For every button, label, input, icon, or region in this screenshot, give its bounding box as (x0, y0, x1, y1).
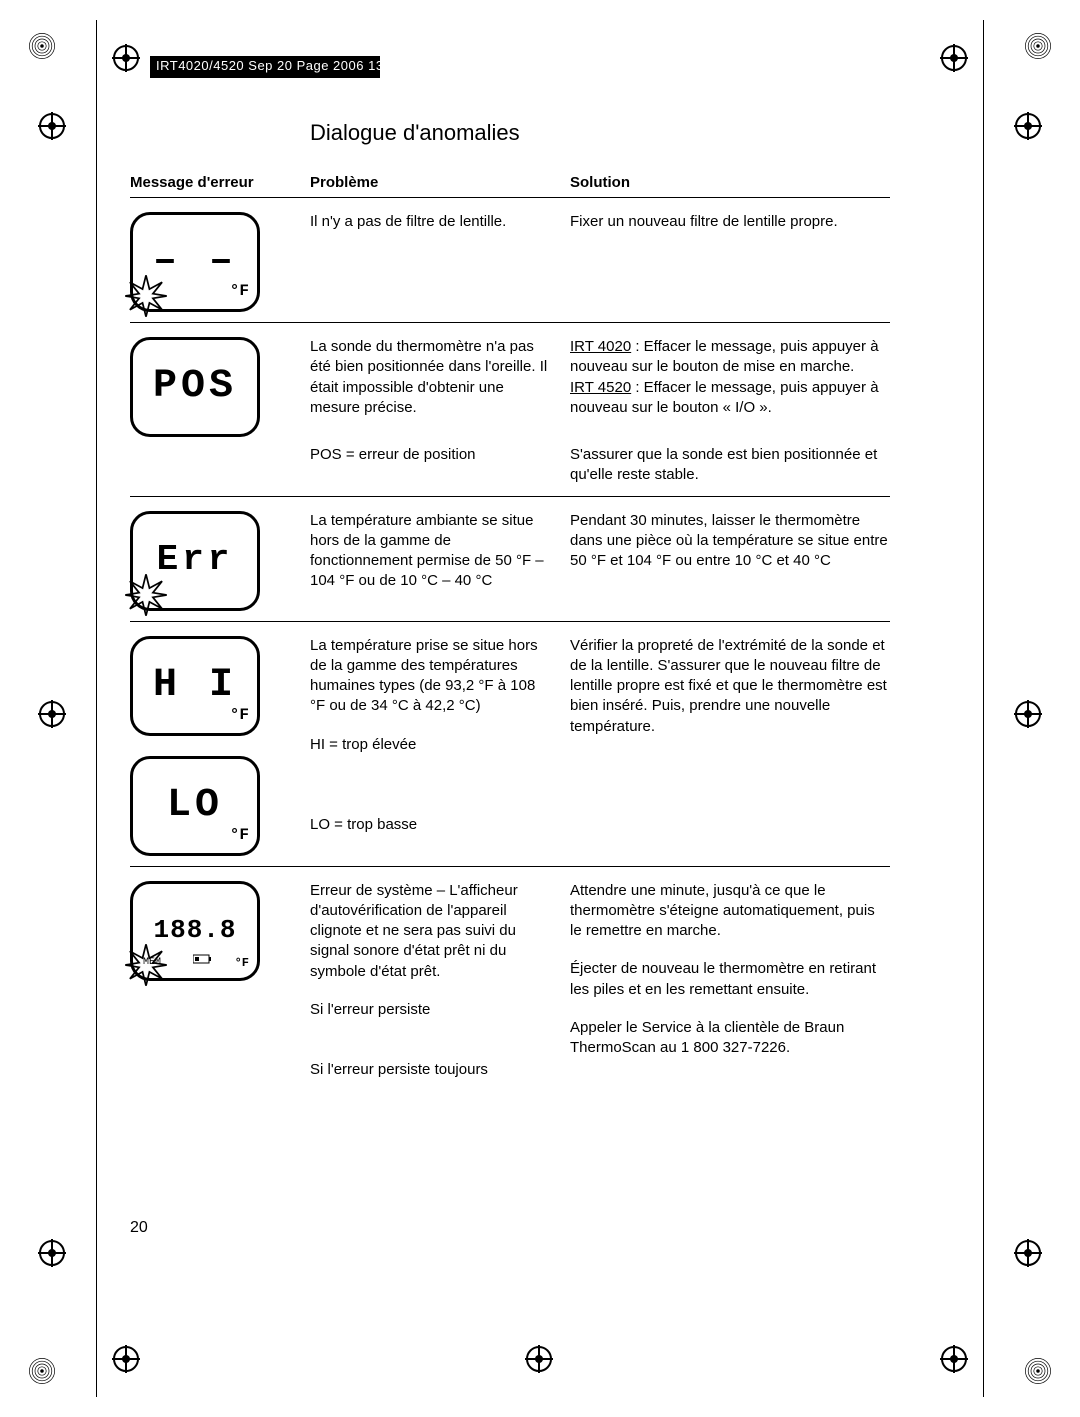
error-row: 188.8 MEM °F Erreur de système – L'affic… (130, 877, 890, 1085)
reg-target-icon (28, 1357, 56, 1385)
column-headers: Message d'erreur Problème Solution (130, 174, 890, 191)
trim-line (983, 20, 984, 1397)
error-row: POS La sonde du thermomètre n'a pas été … (130, 333, 890, 441)
page-content: Dialogue d'anomalies Message d'erreur Pr… (130, 120, 890, 1084)
flash-icon (123, 942, 169, 988)
solution-text: Vérifier la propreté de l'extrémité de l… (570, 636, 890, 737)
solution-text: S'assurer que la sonde est bien position… (570, 445, 890, 486)
lcd-display-icon: – – °F (130, 212, 260, 312)
solution-text: Pendant 30 minutes, laisser le thermomèt… (570, 511, 890, 572)
reg-cross-icon (1014, 112, 1042, 140)
flash-icon (123, 273, 169, 319)
solution-text: Appeler le Service à la clientèle de Bra… (570, 1018, 890, 1059)
problem-text: Si l'erreur persiste (310, 1000, 552, 1020)
solution-text: Attendre une minute, jusqu'à ce que le t… (570, 881, 890, 942)
lcd-unit: °F (235, 955, 249, 971)
divider (130, 496, 890, 497)
reg-cross-icon (1014, 1239, 1042, 1267)
problem-text: La sonde du thermomètre n'a pas été bien… (310, 337, 570, 418)
error-row: POS = erreur de position S'assurer que l… (130, 441, 890, 490)
lcd-unit: °F (230, 825, 249, 847)
divider (130, 322, 890, 323)
reg-cross-icon (112, 1345, 140, 1373)
reg-cross-icon (1014, 700, 1042, 728)
col-header-solution: Solution (570, 174, 890, 191)
lcd-display-icon: Err (130, 511, 260, 611)
reg-cross-icon (525, 1345, 553, 1373)
divider (130, 621, 890, 622)
problem-text: POS = erreur de position (310, 445, 570, 465)
reg-target-icon (1024, 1357, 1052, 1385)
problem-text: La température ambiante se situe hors de… (310, 511, 570, 592)
lcd-display-icon: H I °F (130, 636, 260, 736)
problem-text: La température prise se situe hors de la… (310, 636, 552, 717)
lcd-value: LO (167, 779, 223, 833)
error-row: – – °F Il n'y a pas de filtre de lentill… (130, 208, 890, 316)
reg-cross-icon (38, 1239, 66, 1267)
lcd-value: H I (153, 659, 237, 713)
lcd-unit: °F (230, 705, 249, 727)
error-row: H I °F LO °F La température prise se sit… (130, 632, 890, 860)
divider (130, 197, 890, 198)
solution-text: Éjecter de nouveau le thermomètre en ret… (570, 959, 890, 1000)
battery-icon (193, 954, 213, 970)
reg-cross-icon (38, 700, 66, 728)
problem-text: Si l'erreur persiste toujours (310, 1060, 552, 1080)
problem-text: Il n'y a pas de filtre de lentille. (310, 212, 570, 232)
page-number: 20 (130, 1219, 148, 1237)
reg-cross-icon (112, 44, 140, 72)
error-row: Err La température ambiante se situe hor… (130, 507, 890, 615)
solution-text: Fixer un nouveau filtre de lentille prop… (570, 212, 890, 232)
lcd-display-icon: 188.8 MEM °F (130, 881, 260, 981)
lcd-display-icon: LO °F (130, 756, 260, 856)
trim-line (96, 20, 97, 1397)
reg-target-icon (1024, 32, 1052, 60)
col-header-message: Message d'erreur (130, 174, 310, 191)
lcd-unit: °F (230, 281, 249, 303)
reg-target-icon (28, 32, 56, 60)
print-header: IRT4020/4520 Sep 20 Page 2006 13 (150, 56, 380, 78)
col-header-problem: Problème (310, 174, 570, 191)
divider (130, 866, 890, 867)
page-title: Dialogue d'anomalies (310, 120, 890, 146)
flash-icon (123, 572, 169, 618)
lcd-display-icon: POS (130, 337, 260, 437)
problem-text: HI = trop élevée (310, 735, 552, 755)
solution-text: IRT 4020 : Effacer le message, puis appu… (570, 337, 890, 418)
reg-cross-icon (940, 1345, 968, 1373)
problem-text: LO = trop basse (310, 815, 552, 835)
reg-cross-icon (940, 44, 968, 72)
lcd-value: POS (153, 360, 237, 414)
problem-text: Erreur de système – L'afficheur d'autové… (310, 881, 552, 982)
reg-cross-icon (38, 112, 66, 140)
